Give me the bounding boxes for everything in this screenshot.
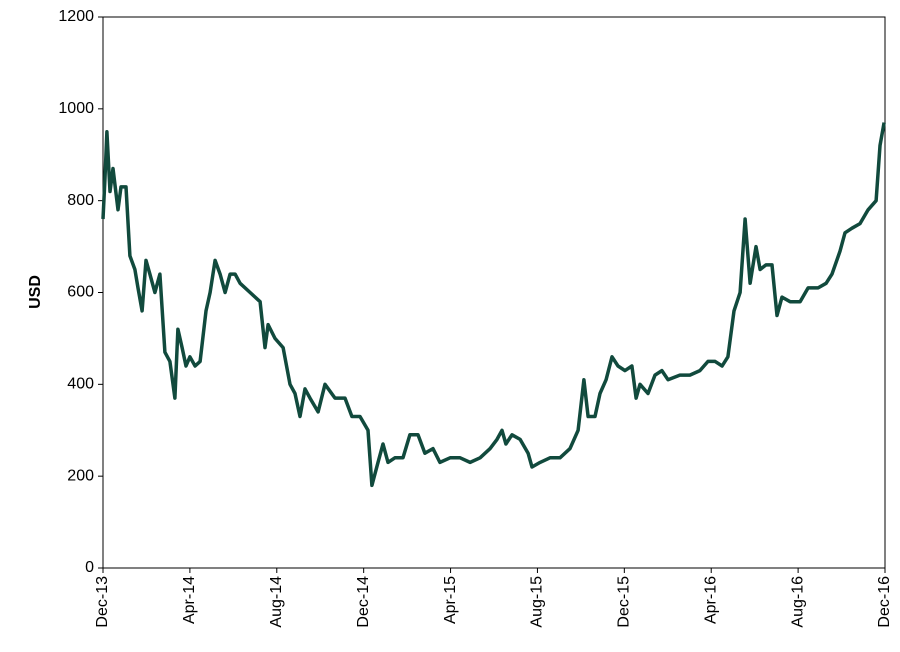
y-tick-label: 200: [67, 467, 94, 484]
y-tick-label: 600: [67, 284, 94, 301]
x-tick-label: Dec-16: [876, 576, 893, 628]
x-tick-label: Dec-14: [355, 576, 372, 628]
x-tick-label: Aug-15: [529, 576, 546, 628]
x-tick-label: Apr-16: [702, 576, 719, 624]
x-tick-label: Apr-14: [181, 576, 198, 624]
y-tick-label: 800: [67, 192, 94, 209]
y-tick-label: 0: [85, 559, 94, 576]
x-tick-label: Aug-16: [789, 576, 806, 628]
plot-frame: [102, 16, 886, 569]
y-tick-label: 1000: [58, 100, 94, 117]
y-tick-label: 1200: [58, 8, 94, 25]
x-tick-label: Apr-15: [442, 576, 459, 624]
x-tick-label: Dec-13: [94, 576, 111, 628]
price-line: [101, 122, 886, 488]
y-axis-label: USD: [27, 275, 44, 309]
x-tick-label: Aug-14: [268, 576, 285, 628]
x-tick-label: Dec-15: [616, 576, 633, 628]
y-tick-label: 400: [67, 376, 94, 393]
